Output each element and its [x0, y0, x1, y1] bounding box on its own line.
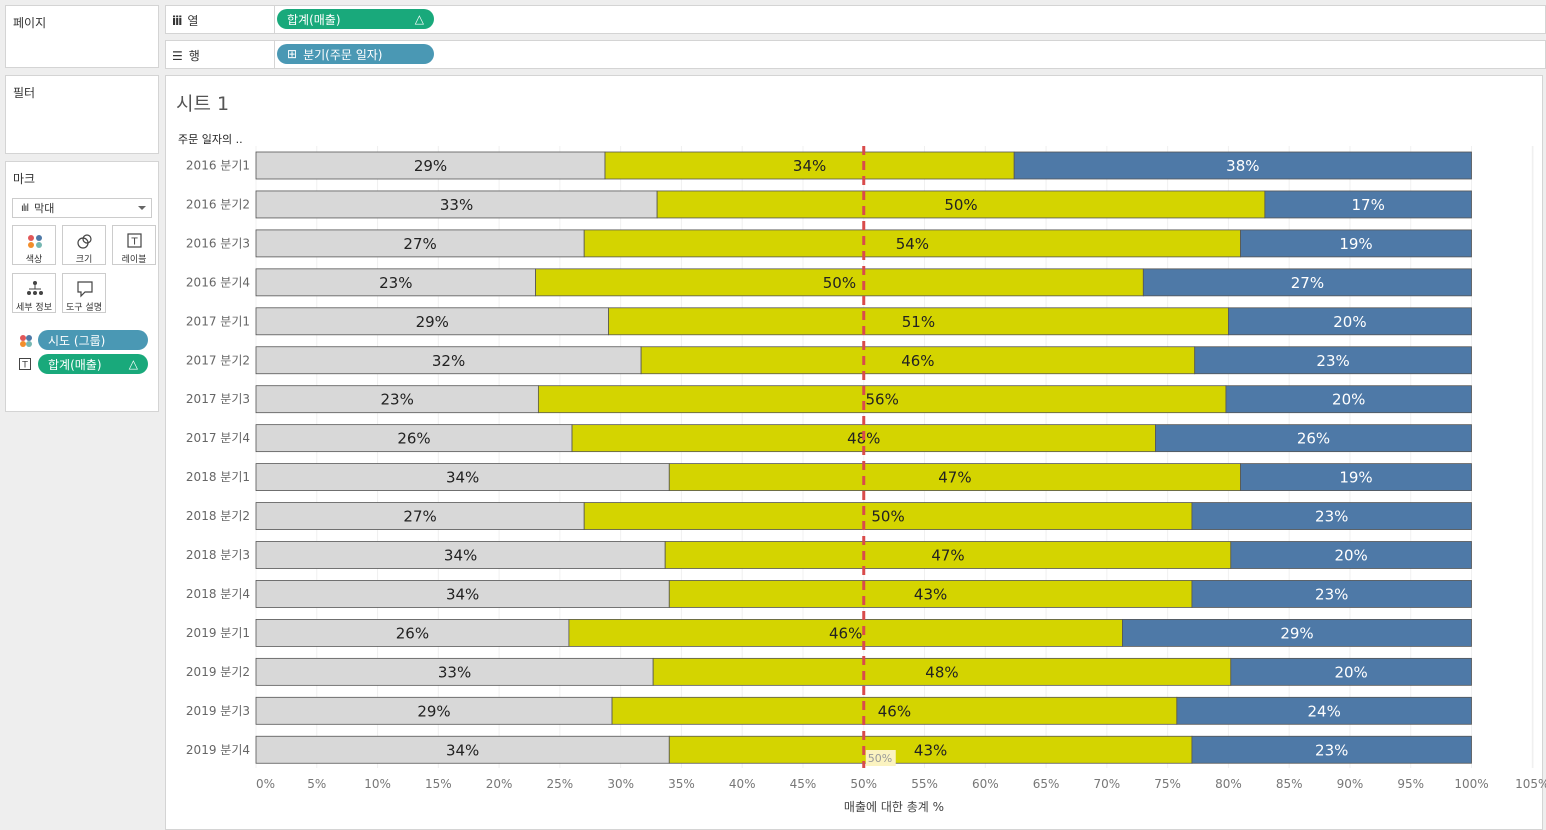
size-button[interactable]: 크기 [62, 225, 106, 265]
label-button-label: 레이블 [121, 255, 147, 265]
size-icon [77, 234, 92, 249]
rows-pill-quarter-order-date[interactable]: ⊞ 분기(주문 일자) [277, 44, 434, 64]
row-header: 주문 일자의 .. [178, 133, 243, 146]
detail-icon [27, 281, 43, 295]
detail-button-label: 세부 정보 [16, 303, 52, 313]
field-pill-region-group[interactable]: 시도 (그룹) [38, 330, 148, 350]
tooltip-icon [77, 281, 93, 298]
rows-label-text: 행 [188, 49, 200, 63]
tooltip-button[interactable]: 도구 설명 [62, 273, 106, 313]
columns-icon: iii [172, 13, 182, 28]
columns-label-text: 열 [187, 14, 199, 28]
pages-panel: 페이지 [5, 5, 159, 68]
delta-icon: △ [128, 357, 138, 371]
tooltip-button-label: 도구 설명 [66, 303, 102, 313]
columns-shelf[interactable]: iii 열 합계(매출) △ [165, 5, 1546, 34]
color-icon [28, 235, 42, 248]
rows-icon: ☰ [172, 48, 183, 63]
marks-field-label-row: T 합계(매출) △ [16, 354, 156, 374]
field-pill-sum-sales[interactable]: 합계(매출) △ [38, 354, 148, 374]
columns-shelf-label: iii 열 [172, 12, 198, 29]
marks-panel: 마크 ılıl 막대 색상 크기 T 레이블 세부 정보 [5, 161, 159, 412]
shelf-divider [274, 6, 275, 33]
worksheet-panel [165, 75, 1543, 830]
color-button[interactable]: 색상 [12, 225, 56, 265]
chevron-down-icon [138, 206, 146, 210]
shelf-divider [274, 41, 275, 68]
mark-type-value: 막대 [34, 202, 55, 215]
svg-text:T: T [21, 361, 28, 371]
size-button-label: 크기 [75, 255, 93, 265]
svg-text:T: T [130, 237, 138, 248]
detail-button[interactable]: 세부 정보 [12, 273, 56, 313]
sheet-title: 시트 1 [176, 93, 230, 115]
expand-icon: ⊞ [287, 47, 298, 61]
mark-type-dropdown[interactable]: ılıl 막대 [12, 198, 152, 218]
filters-panel[interactable]: 필터 [5, 75, 159, 154]
columns-pill-sum-sales[interactable]: 합계(매출) △ [277, 9, 434, 29]
color-icon [20, 335, 32, 347]
text-label-icon: T [127, 233, 142, 248]
field-pill-label: 합계(매출) [48, 357, 102, 372]
label-button[interactable]: T 레이블 [112, 225, 156, 265]
filters-label: 필터 [13, 86, 36, 100]
delta-icon: △ [414, 12, 424, 26]
text-label-icon: T [19, 358, 31, 371]
rows-shelf[interactable]: ☰ 행 ⊞ 분기(주문 일자) [165, 40, 1546, 69]
bar-chart-icon: ılıl [21, 202, 29, 214]
color-button-label: 색상 [25, 255, 43, 265]
pages-label: 페이지 [13, 16, 47, 30]
marks-label: 마크 [13, 172, 36, 186]
rows-shelf-label: ☰ 행 [172, 47, 200, 64]
columns-pill-label: 합계(매출) [287, 12, 341, 27]
marks-field-color-row: 시도 (그룹) [16, 330, 156, 350]
rows-pill-label: 분기(주문 일자) [303, 47, 383, 62]
field-pill-label: 시도 (그룹) [48, 333, 106, 348]
